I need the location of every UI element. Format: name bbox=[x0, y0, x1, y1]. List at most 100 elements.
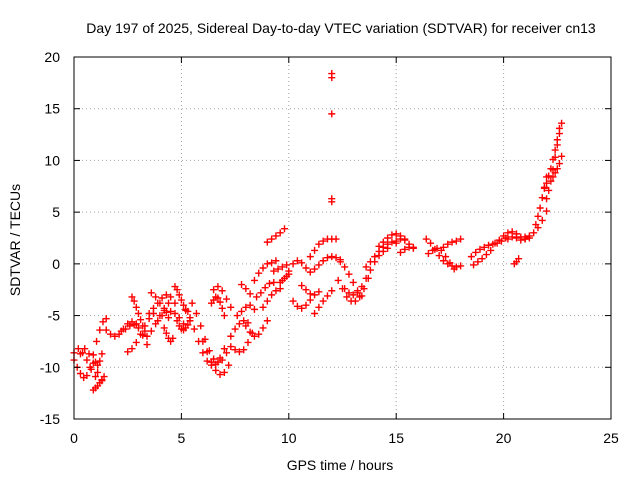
data-point bbox=[558, 119, 566, 127]
data-point bbox=[270, 278, 278, 286]
series-s05 bbox=[91, 350, 106, 369]
data-point bbox=[341, 285, 349, 293]
data-point bbox=[128, 293, 136, 301]
data-point bbox=[250, 332, 258, 340]
series-s59 bbox=[543, 119, 566, 203]
data-point bbox=[182, 306, 190, 314]
data-point bbox=[210, 286, 218, 294]
data-point bbox=[349, 291, 357, 299]
data-point bbox=[351, 297, 359, 305]
y-tick-label: -15 bbox=[40, 411, 60, 427]
data-point bbox=[218, 287, 226, 295]
data-point bbox=[278, 263, 286, 271]
data-point bbox=[328, 110, 336, 118]
data-point bbox=[171, 310, 179, 318]
series-s04 bbox=[89, 373, 108, 394]
data-point bbox=[491, 239, 499, 247]
series-s15 bbox=[171, 283, 192, 315]
data-point bbox=[272, 287, 280, 295]
data-point bbox=[223, 295, 231, 303]
data-point bbox=[122, 325, 130, 333]
y-tick-label: -5 bbox=[48, 308, 61, 324]
data-point bbox=[188, 299, 196, 307]
data-point bbox=[93, 337, 101, 345]
data-point bbox=[323, 254, 331, 262]
data-point bbox=[263, 297, 271, 305]
data-point bbox=[261, 284, 269, 292]
data-point bbox=[111, 332, 119, 340]
data-points bbox=[70, 70, 566, 394]
series-s47 bbox=[396, 243, 417, 256]
data-point bbox=[154, 317, 162, 325]
data-point bbox=[452, 237, 460, 245]
y-tick-label: 5 bbox=[52, 204, 60, 220]
data-point bbox=[100, 373, 108, 381]
data-point bbox=[495, 236, 503, 244]
data-point bbox=[306, 290, 314, 298]
data-point bbox=[165, 299, 173, 307]
data-point bbox=[160, 324, 168, 332]
data-point bbox=[162, 329, 170, 337]
data-point bbox=[199, 349, 207, 357]
data-point bbox=[132, 303, 140, 311]
data-point bbox=[87, 365, 95, 373]
data-point bbox=[392, 239, 400, 247]
data-point bbox=[306, 253, 314, 261]
series-s27 bbox=[253, 278, 278, 301]
y-tick-label: 15 bbox=[44, 101, 60, 117]
x-tick-label: 20 bbox=[496, 430, 512, 446]
data-point bbox=[94, 368, 102, 376]
x-axis-label: GPS time / hours bbox=[287, 457, 394, 473]
data-point bbox=[396, 248, 404, 256]
data-point bbox=[162, 308, 170, 316]
y-tick-label: 20 bbox=[44, 49, 60, 65]
data-point bbox=[409, 244, 417, 252]
data-point bbox=[253, 293, 261, 301]
data-point bbox=[457, 262, 465, 270]
y-tick-label: 10 bbox=[44, 152, 60, 168]
data-point bbox=[401, 245, 409, 253]
data-point bbox=[214, 294, 222, 302]
data-point bbox=[134, 324, 142, 332]
data-point bbox=[289, 260, 297, 268]
data-point bbox=[216, 298, 224, 306]
data-point bbox=[345, 289, 353, 297]
data-point bbox=[328, 287, 336, 295]
data-point bbox=[145, 310, 153, 318]
series-s32 bbox=[276, 270, 293, 286]
data-point bbox=[139, 322, 147, 330]
chart-title: Day 197 of 2025, Sidereal Day-to-day VTE… bbox=[86, 20, 596, 36]
data-point bbox=[448, 238, 456, 246]
data-point bbox=[298, 282, 306, 290]
y-tick-label: 0 bbox=[52, 256, 60, 272]
series-s28 bbox=[250, 257, 280, 284]
data-point bbox=[401, 236, 409, 244]
data-point bbox=[508, 233, 516, 241]
data-point bbox=[220, 312, 228, 320]
data-point bbox=[250, 276, 258, 284]
data-point bbox=[396, 235, 404, 243]
data-point bbox=[276, 285, 284, 293]
data-point bbox=[231, 325, 239, 333]
series-s22 bbox=[227, 329, 256, 356]
data-point bbox=[478, 255, 486, 263]
data-point bbox=[512, 234, 520, 242]
data-point bbox=[534, 212, 542, 220]
data-point bbox=[83, 356, 91, 364]
data-point bbox=[328, 70, 336, 78]
data-point bbox=[259, 264, 267, 272]
data-point bbox=[384, 240, 392, 248]
data-point bbox=[549, 173, 557, 181]
series-s19 bbox=[199, 337, 233, 379]
series-s03 bbox=[76, 345, 106, 385]
data-point bbox=[293, 302, 301, 310]
series-s18 bbox=[188, 299, 231, 366]
data-point bbox=[137, 330, 145, 338]
data-point bbox=[472, 248, 480, 256]
data-point bbox=[240, 317, 248, 325]
data-point bbox=[341, 263, 349, 271]
data-point bbox=[504, 235, 512, 243]
data-point bbox=[545, 186, 553, 194]
data-point bbox=[540, 184, 548, 192]
data-point bbox=[242, 303, 250, 311]
